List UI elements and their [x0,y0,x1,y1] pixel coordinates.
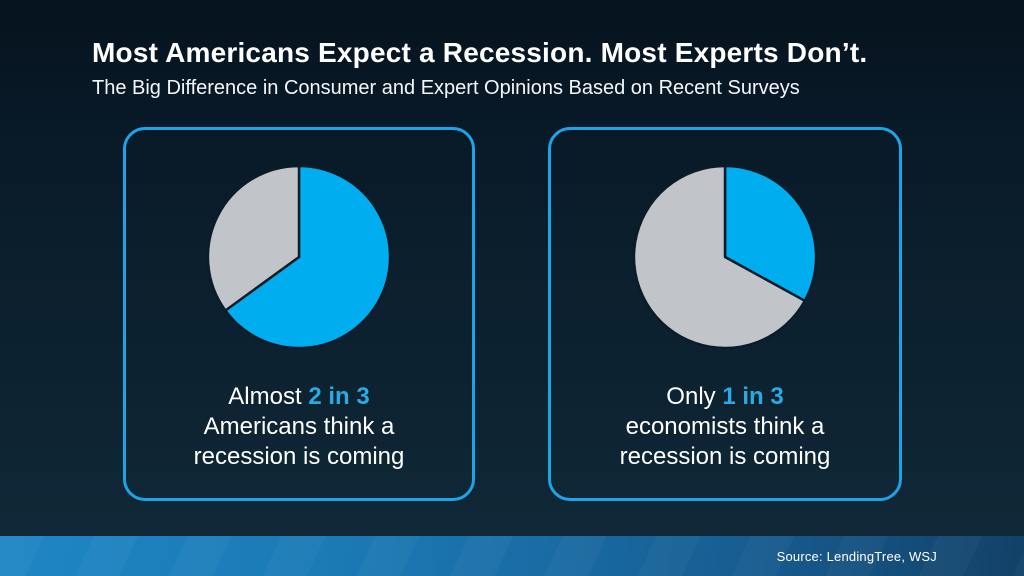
card-consumers: Almost 2 in 3 Americans think a recessio… [123,127,475,501]
footer-band: Source: LendingTree, WSJ [0,536,1024,576]
caption-highlight: 1 in 3 [722,383,784,410]
caption-line-3: recession is coming [193,443,405,470]
caption-line-1: Almost 2 in 3 [126,382,472,412]
caption-lead: Only [666,383,716,410]
caption-line-1: Only 1 in 3 [551,382,899,412]
caption-consumers: Almost 2 in 3 Americans think a recessio… [126,382,472,472]
page-subtitle: The Big Difference in Consumer and Exper… [92,77,800,99]
caption-economists: Only 1 in 3 economists think a recession… [551,382,899,472]
header: Most Americans Expect a Recession. Most … [92,37,952,100]
caption-line-2: economists think a [625,413,825,440]
caption-line-3: recession is coming [619,443,831,470]
page-title: Most Americans Expect a Recession. Most … [92,37,868,68]
caption-highlight: 2 in 3 [308,383,370,410]
pie-chart-consumers [206,164,392,350]
pie-slice [206,164,301,312]
caption-line-2: Americans think a [203,413,395,440]
source-text: Source: LendingTree, WSJ [776,548,937,564]
pie-chart-economists [632,164,818,350]
pie-slice [723,164,818,303]
pie-slice [632,164,807,350]
card-economists: Only 1 in 3 economists think a recession… [548,127,902,501]
pie-slice [224,164,392,350]
caption-lead: Almost [228,383,302,410]
